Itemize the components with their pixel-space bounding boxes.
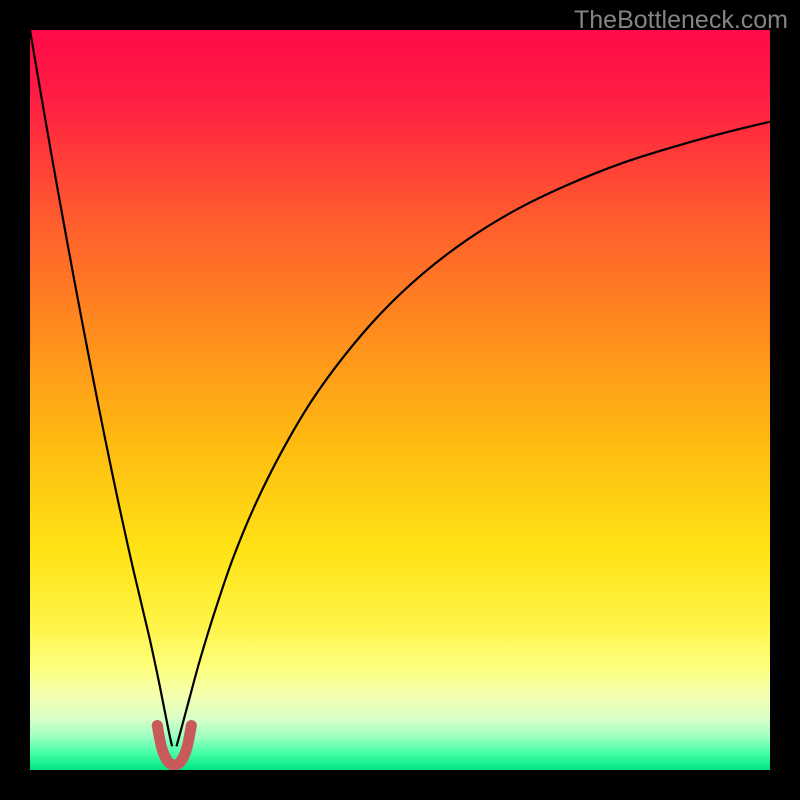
gradient-background (30, 30, 770, 770)
notch-marker-end-dot-1 (186, 720, 197, 731)
chart-stage: TheBottleneck.com (0, 0, 800, 800)
watermark-text: TheBottleneck.com (574, 6, 788, 35)
plot-area (30, 30, 770, 770)
plot-svg (30, 30, 770, 770)
notch-marker-end-dot-0 (152, 720, 163, 731)
